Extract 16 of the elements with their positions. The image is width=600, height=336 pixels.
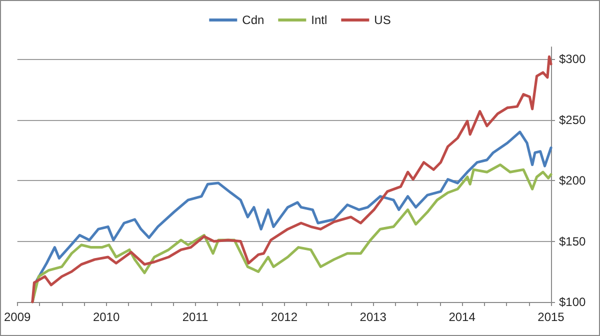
legend-label: Intl xyxy=(311,13,328,27)
y-tick-label: $150 xyxy=(559,234,586,248)
legend-label: Cdn xyxy=(242,13,264,27)
x-tick-label: 2015 xyxy=(538,310,565,324)
y-tick-label: $100 xyxy=(559,295,586,309)
x-tick-label: 2013 xyxy=(360,310,387,324)
x-tick-label: 2009 xyxy=(4,310,32,324)
y-tick-label: $250 xyxy=(559,112,586,127)
x-tick-label: 2011 xyxy=(182,310,208,324)
x-tick-label: 2014 xyxy=(448,310,476,324)
legend-label: US xyxy=(374,13,391,27)
y-tick-label: $200 xyxy=(559,174,586,188)
y-tick-label: $300 xyxy=(559,52,586,66)
x-tick-label: 2012 xyxy=(270,310,298,324)
x-tick-label: 2010 xyxy=(92,310,120,324)
line-series xyxy=(31,55,552,304)
